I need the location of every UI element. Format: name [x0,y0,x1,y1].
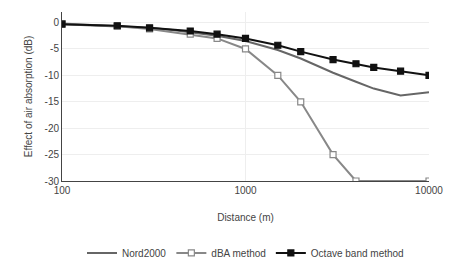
svg-text:-5: -5 [50,43,59,54]
svg-text:-30: -30 [45,176,60,187]
svg-text:10000: 10000 [415,185,443,196]
svg-text:0: 0 [53,17,59,28]
svg-text:dBA method: dBA method [211,248,265,259]
svg-text:-25: -25 [45,149,60,160]
svg-text:Effect of air absorption (dB): Effect of air absorption (dB) [23,36,34,158]
svg-text:1000: 1000 [234,185,257,196]
svg-text:-15: -15 [45,96,60,107]
svg-text:-10: -10 [45,70,60,81]
svg-text:100: 100 [54,185,71,196]
svg-text:Distance (m): Distance (m) [217,212,274,223]
svg-text:-20: -20 [45,123,60,134]
svg-text:Octave band method: Octave band method [311,248,404,259]
svg-text:Nord2000: Nord2000 [122,248,166,259]
